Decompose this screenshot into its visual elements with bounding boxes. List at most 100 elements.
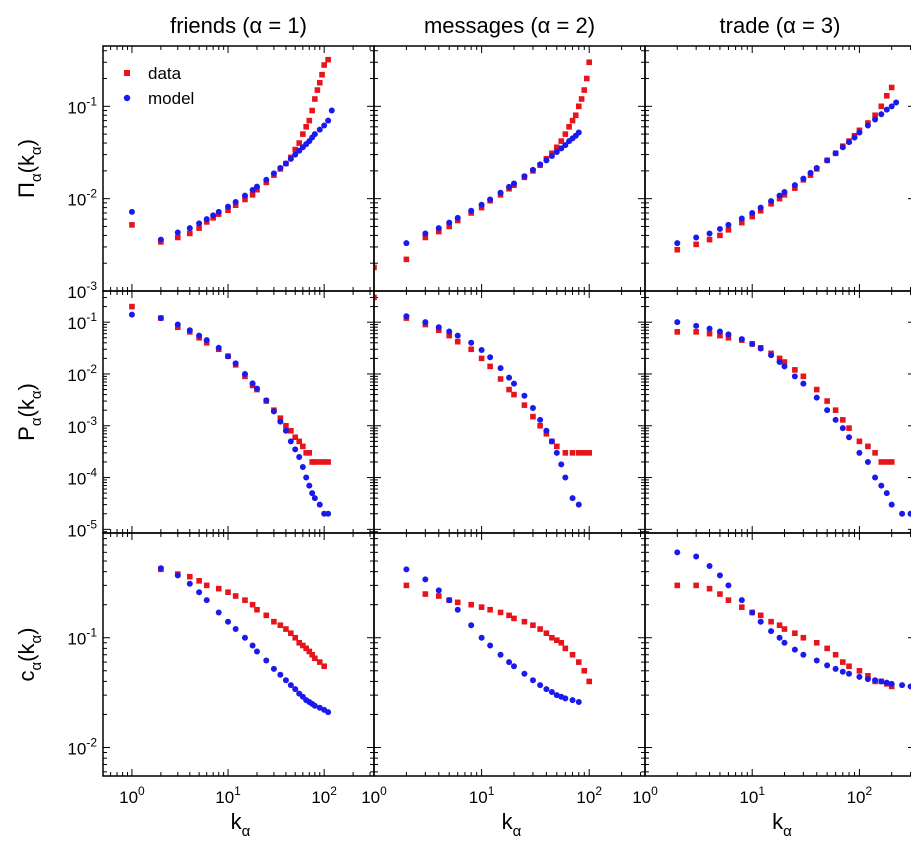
data-point <box>288 630 294 636</box>
data-point <box>586 678 593 685</box>
data-point <box>572 112 579 119</box>
data-point <box>575 450 582 456</box>
x-axis-label-col-3: kα <box>772 809 792 840</box>
model-point <box>270 665 277 672</box>
data-point <box>725 227 732 233</box>
model-point <box>846 434 853 441</box>
data-point <box>196 578 202 584</box>
model-point <box>548 689 555 696</box>
model-point <box>558 461 565 468</box>
model-point <box>506 183 513 190</box>
series-model <box>403 129 582 247</box>
model-point <box>575 501 582 508</box>
data-point <box>422 591 429 597</box>
model-point <box>738 336 745 343</box>
model-point <box>186 327 193 334</box>
model-point <box>454 332 461 339</box>
legend-entry-model: model <box>123 89 194 108</box>
model-point <box>282 677 289 684</box>
data-point <box>768 618 774 625</box>
model-point <box>306 482 313 489</box>
model-point <box>575 698 582 705</box>
model-point <box>325 117 332 124</box>
model-point <box>907 510 911 517</box>
model-point <box>738 215 745 222</box>
data-point <box>757 612 764 619</box>
data-point <box>569 651 576 658</box>
data-point <box>575 103 582 110</box>
data-point <box>283 422 289 429</box>
model-point <box>435 324 442 331</box>
data-point <box>674 329 681 335</box>
legend-label: data <box>148 64 182 83</box>
model-point <box>807 169 814 176</box>
data-point <box>403 256 410 263</box>
data-point <box>846 425 852 431</box>
data-point <box>312 459 318 465</box>
model-point <box>832 150 839 157</box>
data-point <box>856 438 863 445</box>
data-point <box>537 626 543 632</box>
series-model <box>128 311 332 517</box>
data-point <box>511 615 517 622</box>
model-point <box>454 214 461 221</box>
model-point <box>316 501 323 508</box>
data-point <box>196 225 202 231</box>
model-point <box>287 682 294 689</box>
model-point <box>157 236 164 243</box>
model-point <box>813 394 820 401</box>
series-model <box>674 99 900 247</box>
model-point <box>674 549 681 556</box>
data-point <box>792 367 798 373</box>
data-point <box>468 601 474 608</box>
column-title-1: friends (α = 1) <box>170 13 307 38</box>
data-point <box>554 144 560 151</box>
model-point <box>706 230 713 237</box>
series-model <box>674 549 911 690</box>
data-point <box>478 604 485 610</box>
y-axis-label-row-1: Πα(kα) <box>14 139 45 198</box>
data-point <box>562 131 569 137</box>
model-point <box>839 668 846 675</box>
data-point <box>321 62 327 68</box>
model-point <box>839 144 846 151</box>
data-point <box>312 96 318 102</box>
model-point <box>422 576 429 583</box>
model-point <box>562 695 569 702</box>
series-data <box>674 582 895 690</box>
model-point <box>253 183 260 190</box>
model-point <box>781 363 788 370</box>
model-point <box>263 176 270 183</box>
data-point <box>319 71 325 78</box>
x-tick-label: 101 <box>469 784 495 807</box>
model-point <box>864 676 871 683</box>
x-tick-label: 101 <box>739 784 765 807</box>
data-point <box>725 334 732 341</box>
model-point <box>422 319 429 326</box>
data-point <box>530 622 536 629</box>
model-point <box>781 189 788 196</box>
data-point <box>840 417 846 423</box>
data-point <box>883 92 890 99</box>
data-point <box>242 597 248 603</box>
data-point <box>478 355 485 362</box>
model-point <box>883 106 890 113</box>
data-point <box>454 599 461 606</box>
panel-frame <box>373 290 646 534</box>
data-point <box>468 346 474 353</box>
model-point <box>403 313 410 320</box>
model-point <box>270 170 277 177</box>
data-point <box>575 659 582 665</box>
model-point <box>907 683 911 690</box>
series-model <box>403 313 582 508</box>
model-point <box>558 145 565 152</box>
data-point <box>232 593 239 599</box>
model-point <box>768 198 775 205</box>
data-point <box>878 459 885 465</box>
data-point <box>554 443 560 450</box>
data-point <box>296 639 303 646</box>
data-point <box>562 645 569 652</box>
legend-label: model <box>148 89 194 108</box>
model-point <box>791 373 798 380</box>
model-point <box>674 319 681 326</box>
